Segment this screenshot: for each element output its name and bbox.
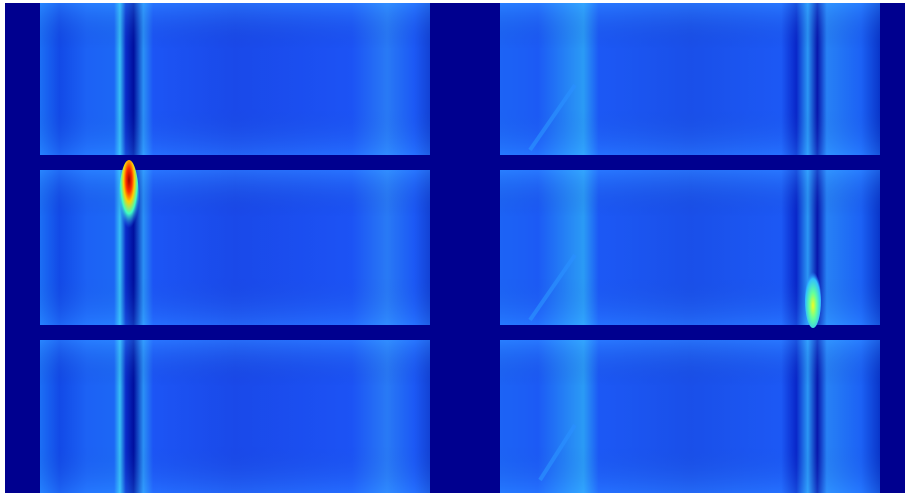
streak: [538, 423, 577, 482]
streak: [528, 83, 577, 152]
panel-shade: [40, 340, 430, 493]
panel-shade: [40, 3, 430, 155]
hot-spot: [119, 160, 139, 240]
warm-spot: [805, 272, 821, 328]
panel-shade: [500, 3, 880, 155]
streak: [528, 253, 577, 322]
panel-shade: [500, 170, 880, 325]
panel-shade: [500, 340, 880, 493]
panel-shade: [40, 170, 430, 325]
